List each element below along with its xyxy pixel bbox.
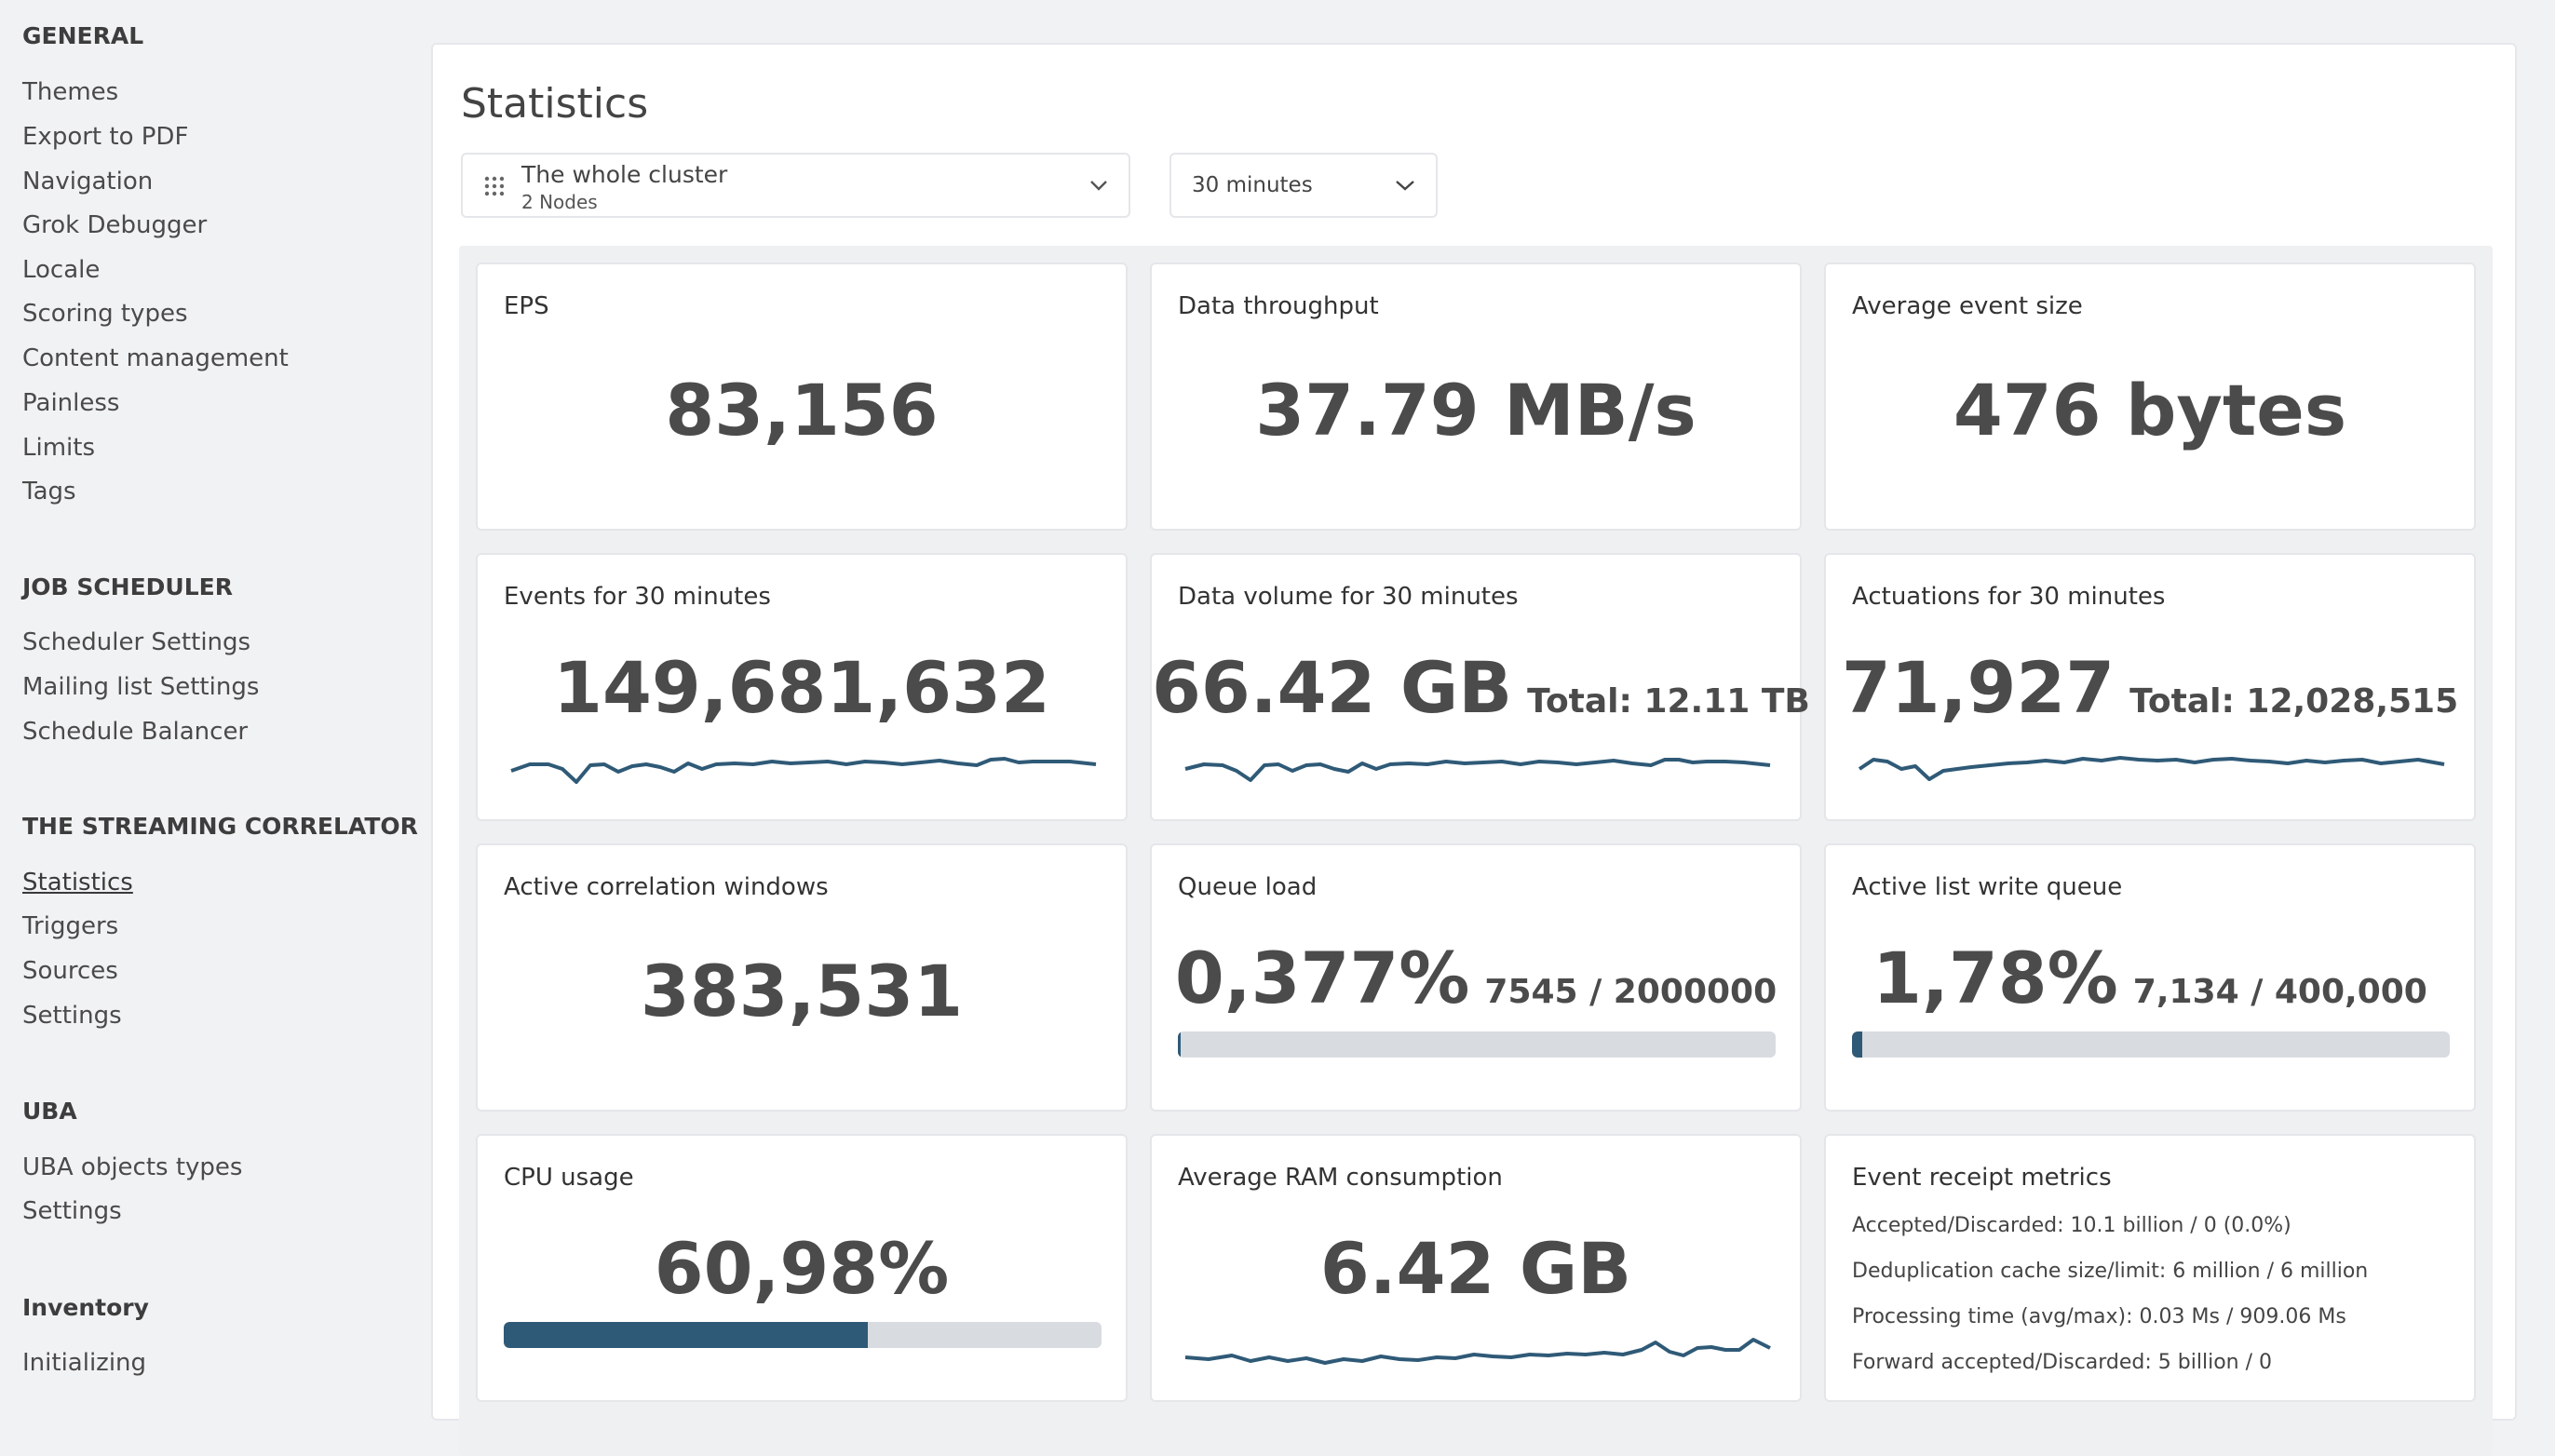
cpu-usage-progress-fill: [504, 1322, 869, 1348]
card-eps: EPS 83,156: [476, 263, 1128, 531]
period-select[interactable]: 30 minutes: [1169, 153, 1438, 218]
sidebar-item-mailing-list-settings[interactable]: Mailing list Settings: [22, 673, 260, 701]
page-title: Statistics: [461, 80, 649, 128]
metric-value: 476 bytes: [1953, 369, 2347, 452]
sidebar-item-themes[interactable]: Themes: [22, 78, 119, 106]
grid-icon: [484, 176, 505, 196]
sidebar-item-limits[interactable]: Limits: [22, 434, 95, 462]
metric-value: 66.42 GB Total: 12.11 TB: [1152, 646, 1810, 729]
sidebar-item-uba-objects-types[interactable]: UBA objects types: [22, 1153, 243, 1181]
actuations-sparkline: [1858, 756, 2445, 781]
cpu-usage-progress: [504, 1322, 1102, 1348]
card-title: Average RAM consumption: [1178, 1164, 1503, 1192]
card-data-volume-30min: Data volume for 30 minutes 66.42 GB Total…: [1150, 553, 1810, 821]
card-title: Actuations for 30 minutes: [1852, 583, 2166, 611]
node-select-sub: 2 Nodes: [521, 191, 598, 213]
settings-sidebar: GENERAL Themes Export to PDF Navigation …: [0, 0, 430, 1407]
data-volume-sparkline: [1184, 758, 1771, 782]
card-average-ram: Average RAM consumption 6.42 GB: [1150, 1134, 1802, 1402]
section-heading-job-scheduler: JOB SCHEDULER: [22, 573, 233, 600]
metric-value: 0,377% 7545 / 2000000: [1174, 937, 1778, 1019]
sidebar-item-sources[interactable]: Sources: [22, 957, 118, 985]
chevron-down-icon: [1090, 181, 1107, 191]
section-heading-uba: UBA: [22, 1098, 77, 1125]
chevron-down-icon: [1396, 181, 1414, 191]
metric-value: 37.79 MB/s: [1255, 369, 1697, 452]
receipt-metric-line: Accepted/Discarded: 10.1 billion / 0 (0.…: [1852, 1214, 2291, 1237]
section-heading-streaming-correlator: THE STREAMING CORRELATOR: [22, 813, 418, 840]
section-heading-general: GENERAL: [22, 22, 144, 49]
receipt-metric-line: Processing time (avg/max): 0.03 Ms / 909…: [1852, 1305, 2346, 1328]
section-heading-inventory: Inventory: [22, 1294, 149, 1321]
card-title: Event receipt metrics: [1852, 1164, 2112, 1192]
sidebar-item-scoring-types[interactable]: Scoring types: [22, 300, 188, 328]
card-title: Average event size: [1852, 292, 2083, 320]
card-cpu-usage: CPU usage 60,98%: [476, 1134, 1128, 1402]
card-data-throughput: Data throughput 37.79 MB/s: [1150, 263, 1802, 531]
metric-value: 71,927 Total: 12,028,515: [1841, 646, 2459, 729]
sidebar-item-triggers[interactable]: Triggers: [22, 912, 119, 940]
card-average-event-size: Average event size 476 bytes: [1824, 263, 2476, 531]
list-queue-progress-fill: [1852, 1031, 1863, 1058]
sidebar-item-content-management[interactable]: Content management: [22, 344, 289, 372]
card-event-receipt-metrics: Event receipt metrics Accepted/Discarded…: [1824, 1134, 2476, 1402]
metric-value: 149,681,632: [553, 646, 1050, 729]
metric-detail: 7545 / 2000000: [1484, 973, 1778, 1011]
card-actuations-30min: Actuations for 30 minutes 71,927 Total: 1…: [1824, 553, 2476, 821]
card-title: Active correlation windows: [504, 873, 829, 901]
card-title: Queue load: [1178, 873, 1318, 901]
sidebar-item-statistics[interactable]: Statistics: [22, 869, 133, 897]
metric-value: 383,531: [640, 950, 964, 1032]
sidebar-item-export-to-pdf[interactable]: Export to PDF: [22, 123, 189, 151]
card-title: EPS: [504, 292, 549, 320]
period-select-value: 30 minutes: [1192, 173, 1313, 197]
events-sparkline: [510, 757, 1097, 784]
card-queue-load: Queue load 0,377% 7545 / 2000000: [1150, 843, 1802, 1112]
ram-sparkline: [1184, 1338, 1771, 1365]
queue-load-progress: [1178, 1031, 1776, 1058]
card-title: Events for 30 minutes: [504, 583, 771, 611]
sidebar-item-tags[interactable]: Tags: [22, 478, 76, 506]
sidebar-item-correlator-settings[interactable]: Settings: [22, 1002, 122, 1030]
card-active-list-write-queue: Active list write queue 1,78% 7,134 / 400…: [1824, 843, 2476, 1112]
sidebar-item-navigation[interactable]: Navigation: [22, 168, 154, 195]
card-title: Data volume for 30 minutes: [1178, 583, 1519, 611]
sidebar-item-initializing[interactable]: Initializing: [22, 1349, 147, 1377]
statistics-panel: Statistics The whole cluster 2 Nodes 30 …: [431, 43, 2517, 1456]
metric-total: Total: 12.11 TB: [1527, 682, 1810, 721]
metric-total: Total: 12,028,515: [2129, 682, 2459, 721]
card-title: Data throughput: [1178, 292, 1379, 320]
receipt-metric-line: Forward accepted/Discarded: 5 billion / …: [1852, 1351, 2272, 1374]
sidebar-item-grok-debugger[interactable]: Grok Debugger: [22, 211, 208, 239]
list-queue-progress: [1852, 1031, 2450, 1058]
node-select[interactable]: The whole cluster 2 Nodes: [461, 153, 1130, 218]
sidebar-item-schedule-balancer[interactable]: Schedule Balancer: [22, 718, 249, 746]
metric-value: 6.42 GB: [1319, 1227, 1632, 1310]
card-title: Active list write queue: [1852, 873, 2123, 901]
card-title: CPU usage: [504, 1164, 634, 1192]
card-events-30min: Events for 30 minutes 149,681,632: [476, 553, 1128, 821]
sidebar-item-locale[interactable]: Locale: [22, 256, 101, 284]
metric-detail: 7,134 / 400,000: [2132, 973, 2427, 1011]
metrics-grid: EPS 83,156 Data throughput 37.79 MB/s Av…: [459, 246, 2493, 1456]
card-active-correlation-windows: Active correlation windows 383,531: [476, 843, 1128, 1112]
metric-value: 1,78% 7,134 / 400,000: [1872, 937, 2427, 1019]
queue-load-progress-fill: [1178, 1031, 1182, 1058]
node-select-value: The whole cluster: [521, 161, 728, 188]
metric-value: 60,98%: [654, 1227, 950, 1310]
sidebar-item-painless[interactable]: Painless: [22, 389, 120, 417]
sidebar-item-uba-settings[interactable]: Settings: [22, 1197, 122, 1225]
sidebar-item-scheduler-settings[interactable]: Scheduler Settings: [22, 628, 251, 656]
receipt-metric-line: Deduplication cache size/limit: 6 millio…: [1852, 1260, 2369, 1283]
metric-value: 83,156: [665, 369, 939, 452]
